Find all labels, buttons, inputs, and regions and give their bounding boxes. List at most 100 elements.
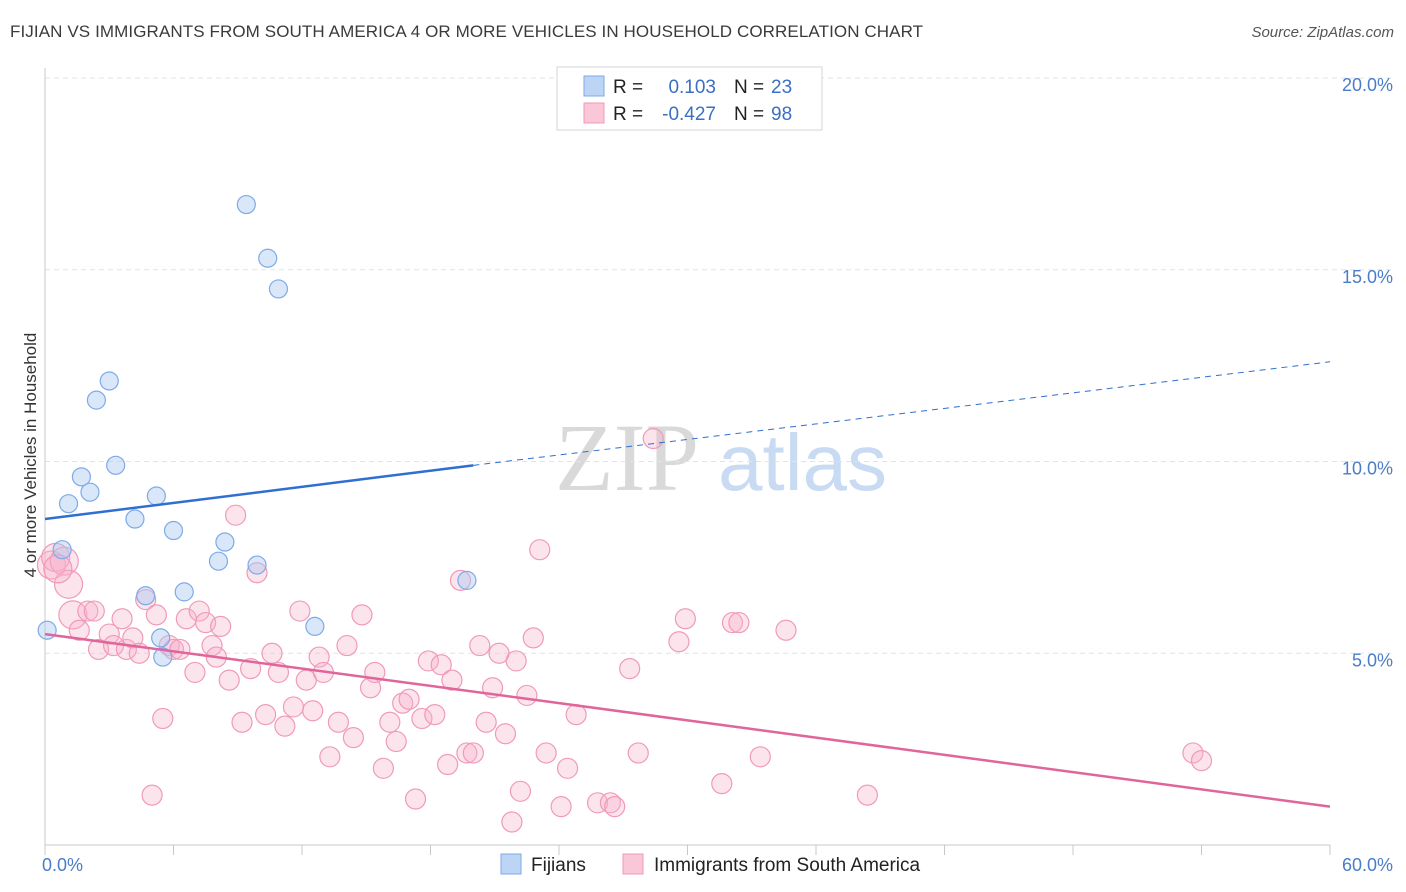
immigrants-point — [282, 696, 305, 718]
fijians-point — [208, 551, 229, 571]
immigrants-point — [550, 796, 572, 818]
immigrants-point — [261, 642, 283, 664]
immigrants-point — [494, 723, 517, 745]
fijians-point — [99, 371, 119, 391]
immigrants-point — [246, 562, 268, 584]
immigrants-point — [379, 711, 401, 733]
immigrants-point — [1182, 742, 1204, 764]
legend-swatch-immigrants — [583, 102, 605, 124]
fijians-point — [151, 628, 171, 648]
immigrants-point — [711, 773, 733, 795]
legend-r-value-fijians: 0.103 — [668, 77, 716, 98]
y-tick-label-3: 20.0% — [1342, 75, 1393, 95]
immigrants-point — [210, 615, 232, 638]
source-credit: Source: ZipAtlas.com — [1251, 24, 1394, 41]
immigrants-point — [449, 569, 472, 591]
fijians-point — [136, 586, 156, 606]
fijians-point — [86, 390, 107, 410]
immigrants-point — [68, 619, 90, 641]
immigrants-point — [169, 638, 191, 661]
immigrants-point — [728, 611, 750, 634]
immigrants-point — [111, 608, 133, 630]
fijians-point — [37, 620, 57, 640]
fijians-point — [106, 455, 126, 475]
immigrants-point — [619, 657, 641, 680]
fijians-point — [52, 540, 72, 560]
immigrants-point — [516, 684, 538, 707]
y-tick-label-1: 10.0% — [1342, 459, 1393, 479]
immigrants-point — [411, 707, 433, 730]
immigrants-point — [218, 669, 240, 691]
fijians-trend-line — [44, 464, 474, 521]
immigrants-point — [424, 704, 446, 726]
immigrants-trend-line — [44, 632, 1331, 808]
immigrants-point — [319, 746, 341, 768]
immigrants-point — [501, 811, 523, 833]
immigrants-point — [469, 634, 491, 657]
immigrants-point — [77, 600, 99, 622]
immigrants-point — [721, 611, 744, 634]
immigrants-point — [392, 692, 414, 714]
immigrants-point — [83, 600, 105, 622]
immigrants-point — [184, 661, 206, 684]
bottom-legend-fijians: Fijians — [531, 855, 586, 876]
immigrants-points — [36, 427, 1213, 833]
immigrants-point — [225, 504, 247, 526]
bottom-legend-immigrants: Immigrants from South America — [654, 855, 921, 876]
fijians-point — [146, 486, 166, 506]
immigrants-point — [1190, 750, 1213, 772]
fijians-point — [305, 616, 325, 637]
legend-r-value-immigrants: -0.427 — [662, 104, 716, 125]
immigrants-point — [522, 627, 544, 649]
fijians-point — [163, 520, 184, 541]
fijians-points — [37, 194, 477, 667]
immigrants-point — [274, 715, 296, 737]
immigrants-point — [856, 784, 879, 806]
immigrants-point — [145, 604, 167, 626]
immigrants-point — [43, 554, 73, 584]
legend-n-value-immigrants: 98 — [771, 104, 792, 125]
fijians-point — [457, 570, 477, 590]
immigrants-point — [505, 650, 527, 672]
immigrants-point — [674, 608, 696, 630]
watermark-zip: ZIP — [555, 404, 699, 511]
immigrants-point — [342, 727, 364, 749]
immigrants-point — [586, 792, 609, 814]
immigrants-point — [372, 757, 394, 779]
immigrants-point — [135, 588, 157, 611]
immigrants-point — [336, 634, 358, 657]
watermark-atlas: atlas — [718, 418, 887, 507]
trend-lines — [44, 361, 1331, 808]
legend-r-label-immigrants: R = — [613, 104, 643, 125]
fijians-trend-extension — [473, 361, 1331, 466]
immigrants-point — [535, 742, 557, 764]
fijians-point — [80, 482, 100, 502]
immigrants-point — [627, 742, 649, 764]
immigrants-point — [53, 569, 84, 599]
immigrants-point — [302, 700, 324, 722]
series-legend: Fijians Immigrants from South America — [500, 853, 921, 876]
fijians-point — [247, 555, 267, 575]
immigrants-point — [385, 730, 407, 753]
immigrants-point — [604, 796, 626, 818]
legend-n-value-fijians: 23 — [771, 77, 792, 98]
immigrants-point — [141, 784, 163, 806]
immigrants-point — [188, 600, 210, 622]
x-tick-label-min: 0.0% — [42, 855, 83, 875]
immigrants-point — [441, 669, 463, 691]
legend-r-label-fijians: R = — [613, 77, 643, 98]
fijians-point — [174, 582, 194, 602]
fijians-point — [258, 248, 278, 268]
y-tick-labels: 5.0% 10.0% 15.0% 20.0% — [1342, 75, 1393, 670]
bottom-swatch-fijians — [500, 853, 522, 875]
immigrants-point — [231, 711, 253, 733]
y-axis-label: 4 or more Vehicles in Household — [21, 333, 40, 578]
y-tick-label-0: 5.0% — [1352, 650, 1393, 670]
chart-title: FIJIAN VS IMMIGRANTS FROM SOUTH AMERICA … — [10, 22, 924, 41]
bottom-swatch-immigrants — [622, 853, 644, 875]
fijians-point — [125, 509, 145, 529]
immigrants-point — [351, 604, 373, 626]
immigrants-point — [98, 623, 120, 645]
immigrants-point — [775, 619, 797, 641]
